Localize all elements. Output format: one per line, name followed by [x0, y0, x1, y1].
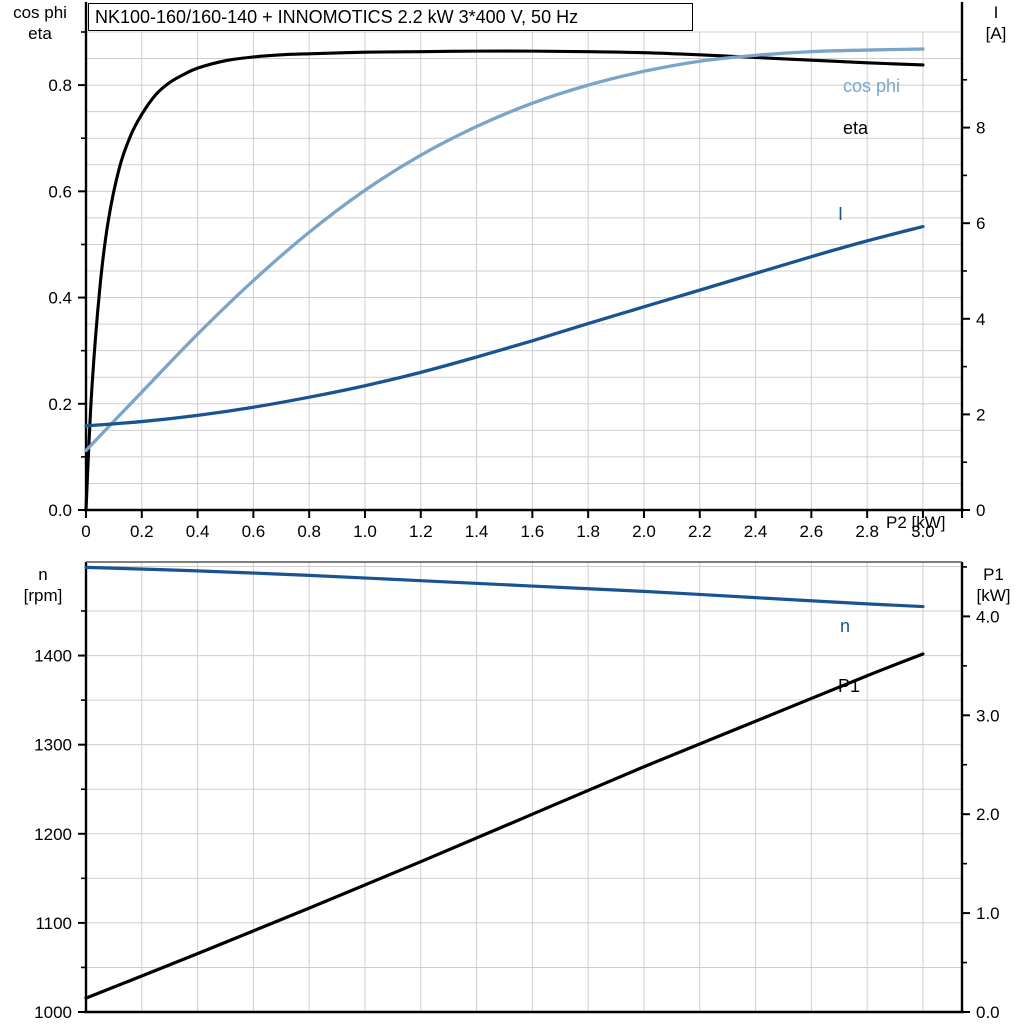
- svg-text:4: 4: [976, 310, 985, 329]
- svg-text:0: 0: [976, 501, 985, 520]
- top-right-axis-title: I [A]: [968, 2, 1024, 44]
- svg-text:2.0: 2.0: [632, 522, 656, 541]
- curve-label-p1: P1: [838, 676, 861, 696]
- top-right-axis-title-line1: I: [993, 3, 999, 22]
- svg-text:1.8: 1.8: [576, 522, 600, 541]
- bottom-left-axis-title: n [rpm]: [4, 564, 82, 606]
- svg-text:3.0: 3.0: [911, 522, 935, 541]
- svg-text:8: 8: [976, 119, 985, 138]
- top-left-axis-title: cos phi eta: [0, 2, 80, 44]
- svg-text:1.6: 1.6: [521, 522, 545, 541]
- svg-text:4.0: 4.0: [976, 607, 1000, 626]
- top-left-axis-title-line2: eta: [28, 24, 52, 43]
- svg-text:0.4: 0.4: [48, 289, 72, 308]
- top-chart-svg: 0.0 0.2 0.4 0.6 0.8 0 2 4 6 8 0 0.2 0.4 0.6 0.8 1.0 1.2 1…: [48, 2, 985, 541]
- chart-title: NK100-160/160-140 + INNOMOTICS 2.2 kW 3*…: [95, 7, 579, 27]
- bottom-chart-labels: 1000 1100 1200 1300 1400 0.0 1.0 2.0 3.0 4.0: [34, 607, 999, 1022]
- bottom-performance-chart: 1000 1100 1200 1300 1400 0.0 1.0 2.0 3.0 4.0 n [r…: [0, 550, 1024, 1024]
- svg-text:0.8: 0.8: [297, 522, 321, 541]
- curve-label-speed: n: [840, 616, 851, 636]
- top-chart-axes: [78, 2, 970, 518]
- svg-text:6: 6: [976, 214, 985, 233]
- curve-label-eta: eta: [843, 118, 869, 138]
- svg-text:1.0: 1.0: [353, 522, 377, 541]
- svg-text:1200: 1200: [34, 825, 72, 844]
- bottom-right-axis-title-line1: P1: [983, 565, 1004, 584]
- bottom-chart-gridlines: [85, 562, 962, 1013]
- top-chart-curves: [84, 47, 925, 512]
- curve-label-current: I: [838, 204, 844, 224]
- svg-text:2: 2: [976, 405, 985, 424]
- svg-text:0.0: 0.0: [976, 1003, 1000, 1022]
- svg-text:1000: 1000: [34, 1003, 72, 1022]
- svg-text:0.8: 0.8: [48, 76, 72, 95]
- svg-text:2.0: 2.0: [976, 805, 1000, 824]
- svg-text:2.6: 2.6: [800, 522, 824, 541]
- bottom-left-axis-title-line1: n: [38, 565, 48, 584]
- svg-text:1.2: 1.2: [409, 522, 433, 541]
- svg-text:2.2: 2.2: [688, 522, 712, 541]
- svg-text:0.4: 0.4: [186, 522, 210, 541]
- curve-label-cos-phi: cos phi: [843, 76, 901, 96]
- top-left-axis-title-line1: cos phi: [13, 3, 67, 22]
- top-x-axis-title: P2 [kW]: [886, 513, 946, 532]
- bottom-chart-curves: [84, 565, 925, 1000]
- svg-text:2.8: 2.8: [855, 522, 879, 541]
- bottom-right-axis-title: P1 [kW]: [963, 564, 1024, 606]
- chart-title-box: NK100-160/160-140 + INNOMOTICS 2.2 kW 3*…: [88, 3, 693, 31]
- svg-text:2.4: 2.4: [744, 522, 768, 541]
- bottom-left-axis-title-line2: [rpm]: [23, 586, 63, 605]
- top-chart-gridlines: [85, 31, 962, 511]
- svg-text:1.0: 1.0: [976, 904, 1000, 923]
- svg-text:1100: 1100: [35, 914, 72, 933]
- svg-text:0.0: 0.0: [48, 501, 72, 520]
- bottom-right-axis-title-line2: [kW]: [976, 586, 1011, 605]
- svg-text:0: 0: [81, 522, 90, 541]
- svg-text:3.0: 3.0: [976, 706, 1000, 725]
- svg-text:0.2: 0.2: [48, 395, 72, 414]
- svg-text:1400: 1400: [34, 647, 72, 666]
- bottom-chart-svg: 1000 1100 1200 1300 1400 0.0 1.0 2.0 3.0 4.0: [34, 561, 1000, 1022]
- top-chart-labels: 0.0 0.2 0.4 0.6 0.8 0 2 4 6 8 0 0.2 0.4 0.6 0.8 1.0 1.2 1…: [48, 76, 985, 541]
- top-performance-chart: 0.0 0.2 0.4 0.6 0.8 0 2 4 6 8 0 0.2 0.4 0.6 0.8 1.0 1.2 1…: [0, 2, 1024, 541]
- svg-text:1300: 1300: [34, 736, 72, 755]
- bottom-chart-axes: [78, 561, 970, 1014]
- svg-text:1.4: 1.4: [465, 522, 489, 541]
- svg-text:0.6: 0.6: [48, 182, 72, 201]
- top-right-axis-title-line2: [A]: [985, 24, 1007, 43]
- svg-text:0.2: 0.2: [130, 522, 154, 541]
- svg-text:0.6: 0.6: [242, 522, 266, 541]
